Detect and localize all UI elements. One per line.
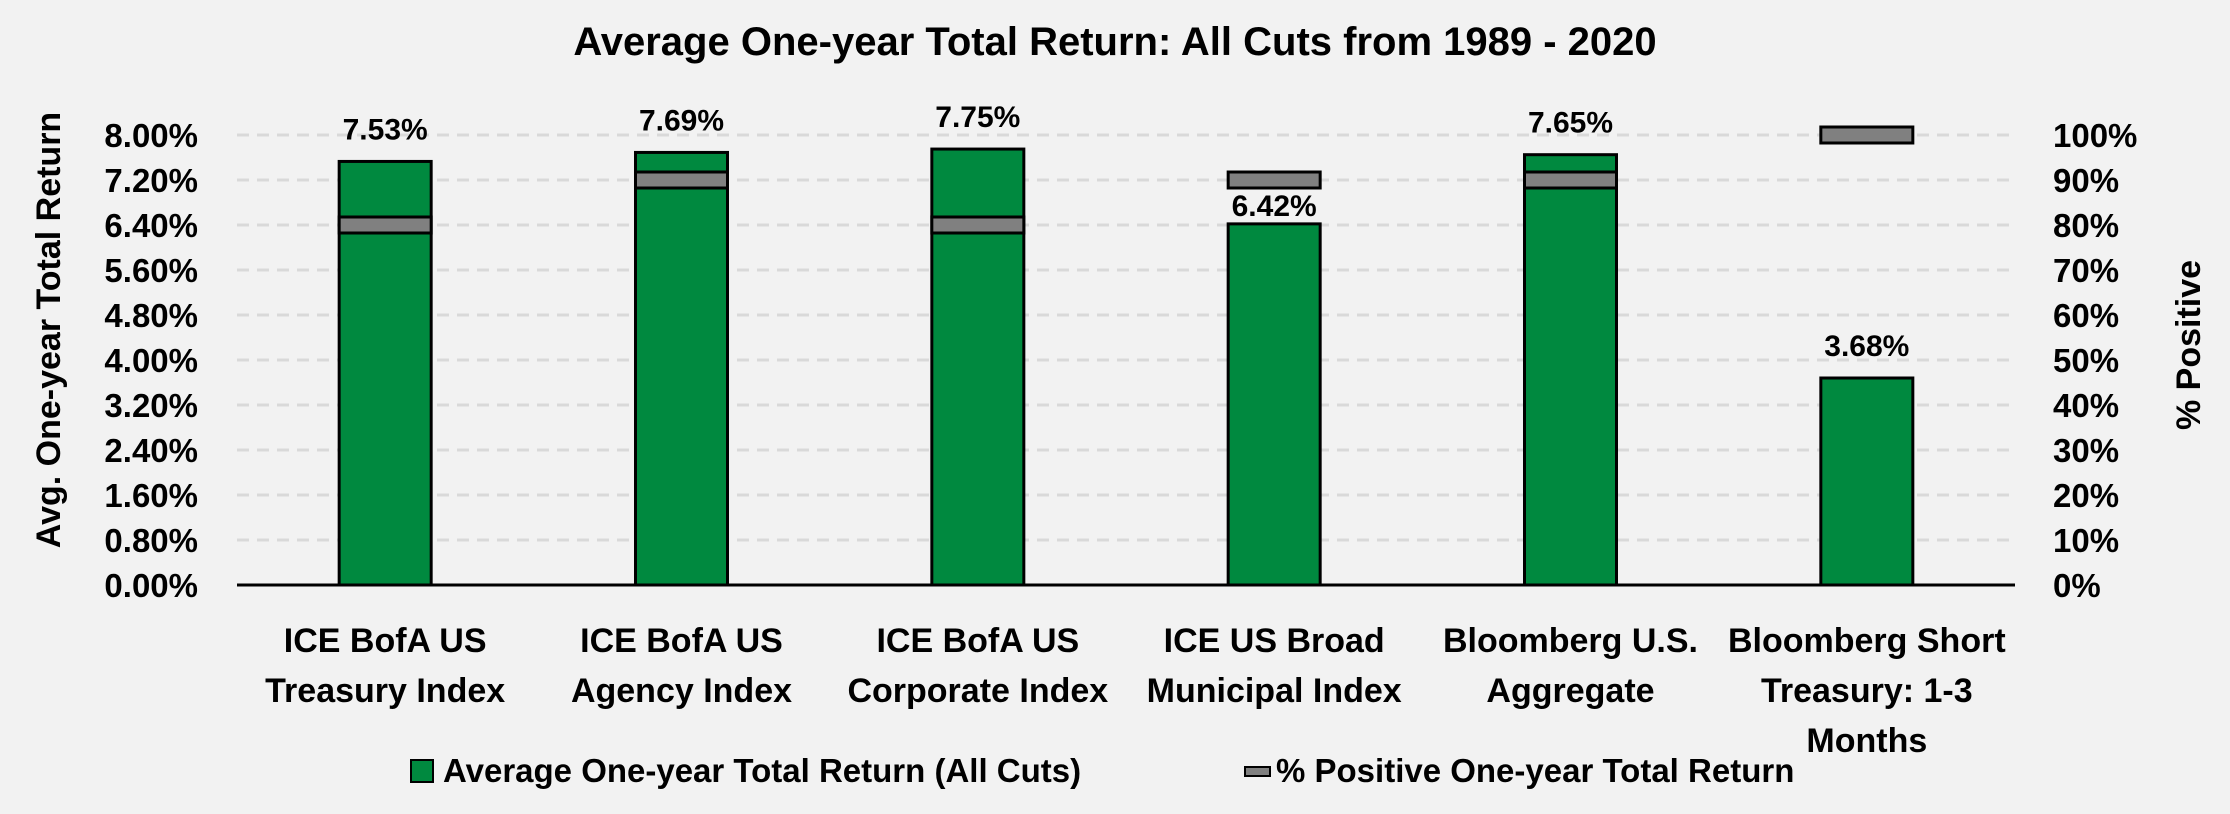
x-tick-label: Bloomberg U.S. Aggregate [1443,622,1698,710]
positive-pct-marker [1523,170,1618,190]
bar [634,150,729,587]
legend: Average One-year Total Return (All Cuts)… [410,752,1794,789]
positive-pct-marker [930,215,1026,235]
markers-group [337,125,1915,235]
x-tick-label: ICE BofA US Agency Index [571,622,792,710]
y2-tick-label: 50% [2053,342,2119,379]
y2-tick-label: 60% [2053,297,2119,334]
y-tick-label: 7.20% [104,162,198,199]
y2-tick-label: 20% [2053,477,2119,514]
bars-group [337,147,1915,587]
x-tick-label: ICE BofA US Treasury Index [265,622,505,710]
y2-tick-label: 40% [2053,387,2119,424]
y-tick-label: 4.80% [104,297,198,334]
y2-tick-label: 30% [2053,432,2119,469]
y-axis-ticks: 0.00% 0.80% 1.60% 2.40% 3.20% 4.00% 4.80% 5.60%… [104,117,198,604]
bar-value-label: 7.69% [639,104,724,137]
y-tick-label: 2.40% [104,432,198,469]
bar-value-label: 7.65% [1528,107,1613,140]
y-tick-label: 0.00% [104,567,198,604]
y2-tick-label: 10% [2053,522,2119,559]
legend-bar-swatch [410,759,434,783]
bar-value-label: 6.42% [1232,190,1317,223]
y2-tick-label: 70% [2053,252,2119,289]
y-tick-label: 8.00% [104,117,198,154]
y2-axis-ticks: 0% 10% 20% 30% 40% 50% 60% 70% 80% 90% 100% [2053,117,2137,604]
positive-pct-marker [1819,125,1915,145]
bar [930,147,1026,587]
x-tick-label: ICE US Broad Municipal Index [1147,622,1402,710]
x-axis-labels: ICE BofA US Treasury Index ICE BofA US Agen… [265,622,2006,760]
y-tick-label: 6.40% [104,207,198,244]
data-labels: 7.53% 7.69% 7.75% 6.42% 7.65% 3.68% [343,101,1910,363]
x-tick-label: Bloomberg Short Treasury: 1-3 Months [1728,622,2006,760]
x-tick-label: ICE BofA US Corporate Index [847,622,1108,710]
bar [1523,153,1618,587]
y2-tick-label: 100% [2053,117,2137,154]
bar [1226,222,1322,587]
legend-marker-label: % Positive One-year Total Return [1276,752,1794,789]
y2-tick-label: 80% [2053,207,2119,244]
y-axis-label: Avg. One-year Total Return [30,112,68,548]
positive-pct-marker [634,170,729,190]
bar-value-label: 7.53% [343,113,428,146]
y2-tick-label: 0% [2053,567,2101,604]
y2-axis-label: % Positive [2170,260,2208,430]
y-tick-label: 0.80% [104,522,198,559]
positive-pct-marker [337,215,433,235]
y-tick-label: 1.60% [104,477,198,514]
y2-tick-label: 90% [2053,162,2119,199]
gridlines [237,133,2015,542]
chart-title: Average One-year Total Return: All Cuts … [573,20,1656,64]
bar-value-label: 7.75% [935,101,1020,134]
y-tick-label: 3.20% [104,387,198,424]
bar-value-label: 3.68% [1824,330,1909,363]
y-tick-label: 5.60% [104,252,198,289]
legend-bar-label: Average One-year Total Return (All Cuts) [443,752,1081,789]
y-tick-label: 4.00% [104,342,198,379]
positive-pct-marker [1226,170,1322,190]
legend-marker-swatch [1244,766,1271,777]
bar [1819,376,1915,587]
